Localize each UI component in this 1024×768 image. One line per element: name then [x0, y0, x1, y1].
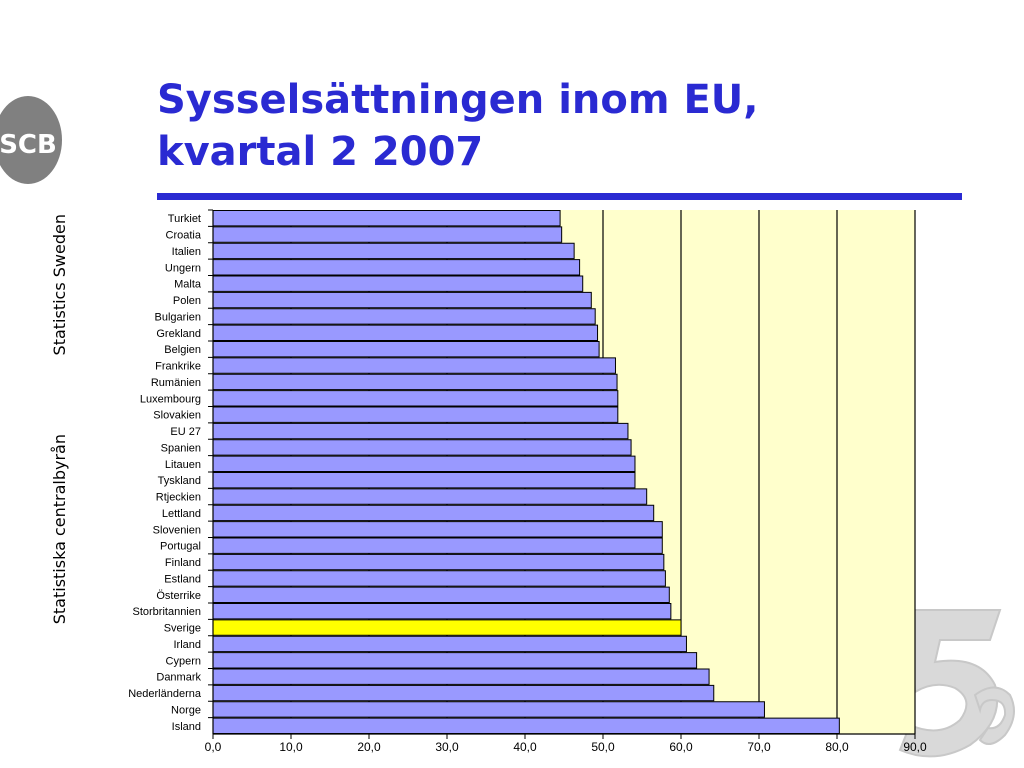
bar [212, 635, 687, 653]
bar [212, 439, 632, 456]
category-label: Slovakien [153, 410, 201, 422]
category-label: Cypern [166, 655, 201, 667]
x-tick-label: 20,0 [357, 740, 381, 754]
category-label: Storbritannien [133, 606, 202, 618]
bar [212, 603, 672, 620]
title-line-1: Sysselsättningen inom EU, [157, 77, 759, 123]
bar [212, 701, 765, 718]
category-label: Österrike [156, 590, 201, 602]
category-label: EU 27 [170, 426, 201, 438]
title-rule [157, 193, 962, 200]
bar [212, 455, 636, 472]
scb-logo: SCB [0, 96, 62, 184]
category-label: Lettland [162, 508, 201, 520]
bar [212, 373, 618, 391]
bar [212, 537, 663, 554]
category-label: Irland [173, 639, 201, 651]
bar [212, 226, 563, 243]
x-tick-label: 80,0 [825, 740, 849, 754]
bar [212, 570, 666, 587]
category-label: Island [172, 721, 201, 733]
bar [212, 259, 581, 276]
category-label: Portugal [160, 541, 201, 553]
x-tick-label: 70,0 [747, 740, 771, 754]
category-label: Turkiet [168, 213, 201, 225]
bar [212, 586, 670, 603]
x-tick-label: 40,0 [513, 740, 537, 754]
category-label: Luxembourg [140, 393, 201, 405]
category-label: Croatia [166, 230, 202, 242]
category-label: Finland [165, 557, 201, 569]
bar [212, 210, 561, 227]
bar [212, 504, 655, 522]
logo-text: SCB [0, 130, 57, 160]
category-label: Bulgarien [155, 311, 201, 323]
category-label: Grekland [156, 328, 201, 340]
x-tick-label: 0,0 [205, 740, 222, 754]
category-label: Belgien [164, 344, 201, 356]
category-label: Italien [172, 246, 201, 258]
bar [212, 652, 698, 669]
category-label: Sverige [164, 623, 201, 635]
x-tick-label: 10,0 [279, 740, 303, 754]
decorative-numbers-graphic [898, 609, 1015, 758]
x-tick-label: 60,0 [669, 740, 693, 754]
category-label: Polen [173, 295, 201, 307]
bar [212, 553, 665, 571]
bar [212, 717, 840, 734]
category-label: Norge [171, 704, 201, 716]
category-label: Danmark [156, 672, 201, 684]
x-tick-label: 90,0 [903, 740, 927, 754]
category-label: Ungern [165, 262, 201, 274]
category-label: Spanien [161, 442, 201, 454]
category-label: Estland [164, 573, 201, 585]
category-label: Rumänien [151, 377, 201, 389]
bar [212, 684, 715, 702]
category-label: Litauen [165, 459, 201, 471]
bar [212, 390, 619, 407]
category-label: Malta [174, 279, 202, 291]
bar [212, 619, 682, 636]
bar [212, 242, 575, 260]
bar [212, 488, 648, 505]
bar [212, 668, 710, 685]
bar [212, 357, 616, 374]
bar [212, 308, 596, 325]
bar [212, 406, 619, 423]
bar [212, 521, 663, 538]
bar [212, 341, 600, 358]
bar [212, 291, 592, 309]
category-label: Tyskland [158, 475, 201, 487]
category-label: Rtjeckien [156, 492, 201, 504]
title-line-2: kvartal 2 2007 [157, 129, 484, 175]
page-title: Sysselsättningen inom EU, kvartal 2 2007 [157, 74, 957, 178]
x-tick-label: 30,0 [435, 740, 459, 754]
bar [212, 422, 629, 440]
x-tick-label: 50,0 [591, 740, 615, 754]
bar [212, 275, 584, 292]
category-label: Nederländerna [128, 688, 202, 700]
bar [212, 324, 599, 341]
category-label: Slovenien [153, 524, 201, 536]
category-label: Frankrike [155, 361, 201, 373]
bar [212, 472, 636, 489]
